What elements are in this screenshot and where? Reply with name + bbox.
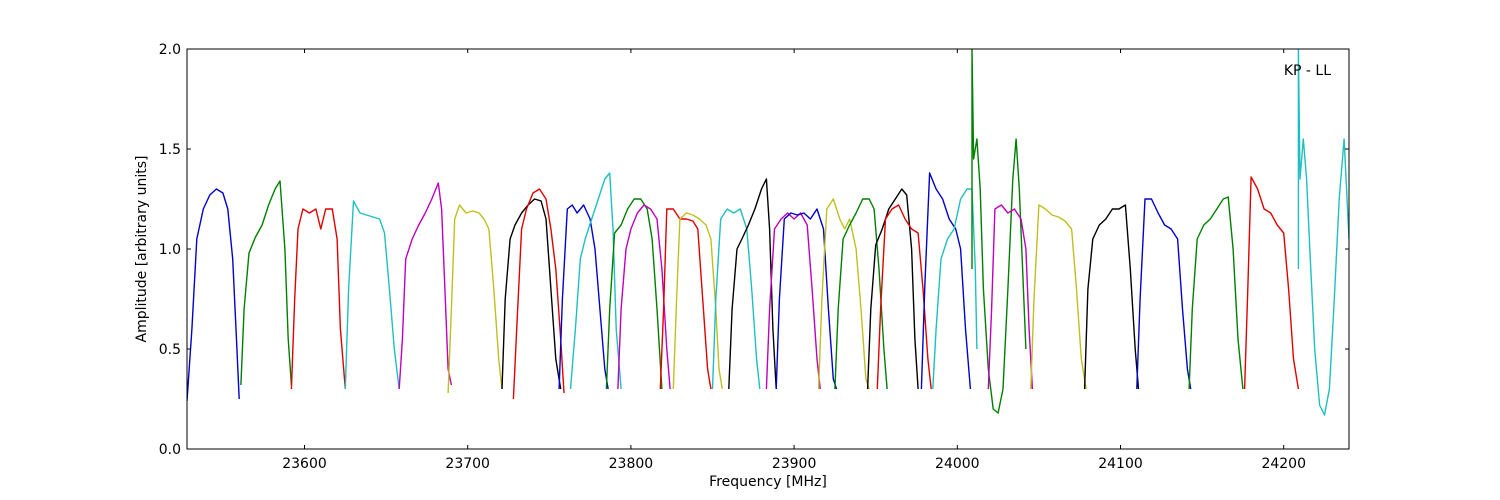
series-line-31 [1297, 49, 1349, 416]
x-tick-label-0: 23600 [282, 456, 327, 472]
series-line-0 [187, 188, 240, 402]
y-tick-label-2: 1.0 [159, 242, 181, 258]
series-line-6 [501, 198, 562, 390]
series-line-9 [569, 172, 622, 390]
series-line-21 [876, 204, 932, 390]
series-line-3 [344, 200, 400, 390]
series-line-14 [711, 208, 761, 390]
series-line-10 [605, 198, 663, 390]
series-line-22 [920, 172, 972, 390]
series-line-15 [728, 178, 777, 390]
series-line-13 [672, 212, 723, 390]
y-tick-label-4: 2.0 [159, 42, 181, 58]
series-line-23 [932, 188, 978, 390]
series-line-20 [866, 188, 919, 390]
series-line-4 [398, 182, 453, 390]
x-tick-label-3: 23900 [772, 456, 817, 472]
series-line-2 [290, 208, 346, 390]
series-line-18 [817, 198, 870, 390]
x-tick-label-2: 23800 [609, 456, 654, 472]
series-line-30 [1243, 176, 1300, 390]
y-axis-label: Amplitude [arbitrary units] [134, 156, 150, 343]
annotation-label: KP - LL [1284, 63, 1331, 79]
series-line-8 [558, 204, 609, 390]
series-line-27 [1083, 204, 1140, 390]
series-line-26 [1030, 204, 1087, 390]
series-line-12 [659, 208, 712, 390]
series-line-5 [447, 204, 503, 394]
x-tick-label-1: 23700 [445, 456, 490, 472]
series-line-1 [240, 180, 293, 386]
series-layer [187, 49, 1349, 416]
y-tick-label-3: 1.5 [159, 142, 181, 158]
x-tick-label-4: 24000 [935, 456, 980, 472]
y-tick-label-0: 0.0 [159, 442, 181, 458]
y-tick-label-1: 0.5 [159, 342, 181, 358]
series-line-29 [1188, 196, 1244, 390]
series-line-28 [1136, 198, 1192, 390]
series-line-25 [987, 204, 1034, 390]
ticks-layer: 23600 23700 23800 23900 24000 24100 24200 0.0 0.… [159, 42, 1349, 472]
series-line-16 [765, 212, 821, 390]
x-tick-label-6: 24200 [1261, 456, 1306, 472]
x-axis-label: Frequency [MHz] [709, 474, 827, 490]
series-line-7 [512, 188, 565, 400]
series-line-24 [971, 49, 1027, 414]
series-line-17 [775, 208, 838, 390]
x-tick-label-5: 24100 [1098, 456, 1143, 472]
